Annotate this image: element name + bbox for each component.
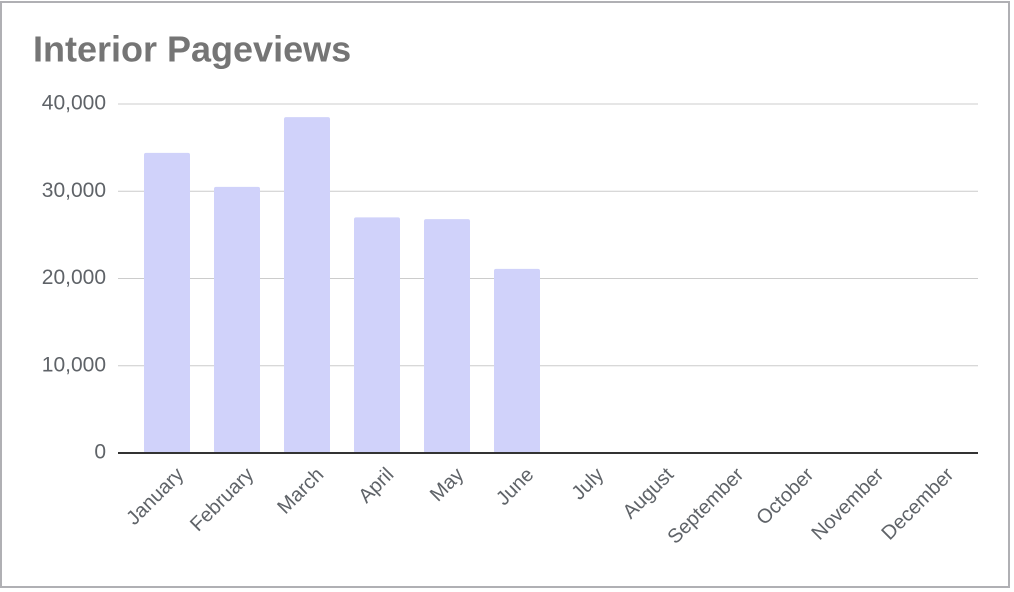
bar	[144, 152, 190, 454]
y-tick-label: 20,000	[42, 266, 106, 289]
y-tick-label: 10,000	[42, 353, 106, 376]
bar	[354, 217, 400, 453]
bar	[284, 117, 330, 454]
bar	[494, 268, 540, 453]
chart-title: Interior Pageviews	[33, 29, 351, 70]
y-tick-label: 30,000	[42, 179, 106, 202]
bar	[214, 186, 260, 453]
y-tick-label: 40,000	[42, 92, 106, 115]
y-tick-label: 0	[94, 441, 106, 464]
bar	[424, 219, 470, 453]
